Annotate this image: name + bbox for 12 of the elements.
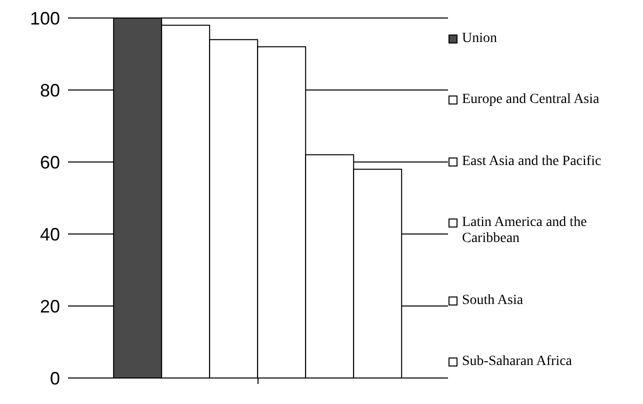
y-tick-label: 40 [40,224,60,244]
legend-label: South Asia [462,292,524,309]
legend-label: Latin America and the Caribbean [462,215,588,248]
y-tick-label: 60 [40,152,60,172]
y-tick-label: 0 [50,368,60,388]
y-tick-label: 80 [40,80,60,100]
y-tick-label: 20 [40,296,60,316]
legend-label: East Asia and the Pacific [462,154,602,170]
legend-label: Europe and Central Asia [462,92,600,108]
y-tick-label: 100 [30,8,60,28]
legend-label: Union [462,30,497,46]
legend-label: Sub-Saharan Africa [462,354,572,370]
